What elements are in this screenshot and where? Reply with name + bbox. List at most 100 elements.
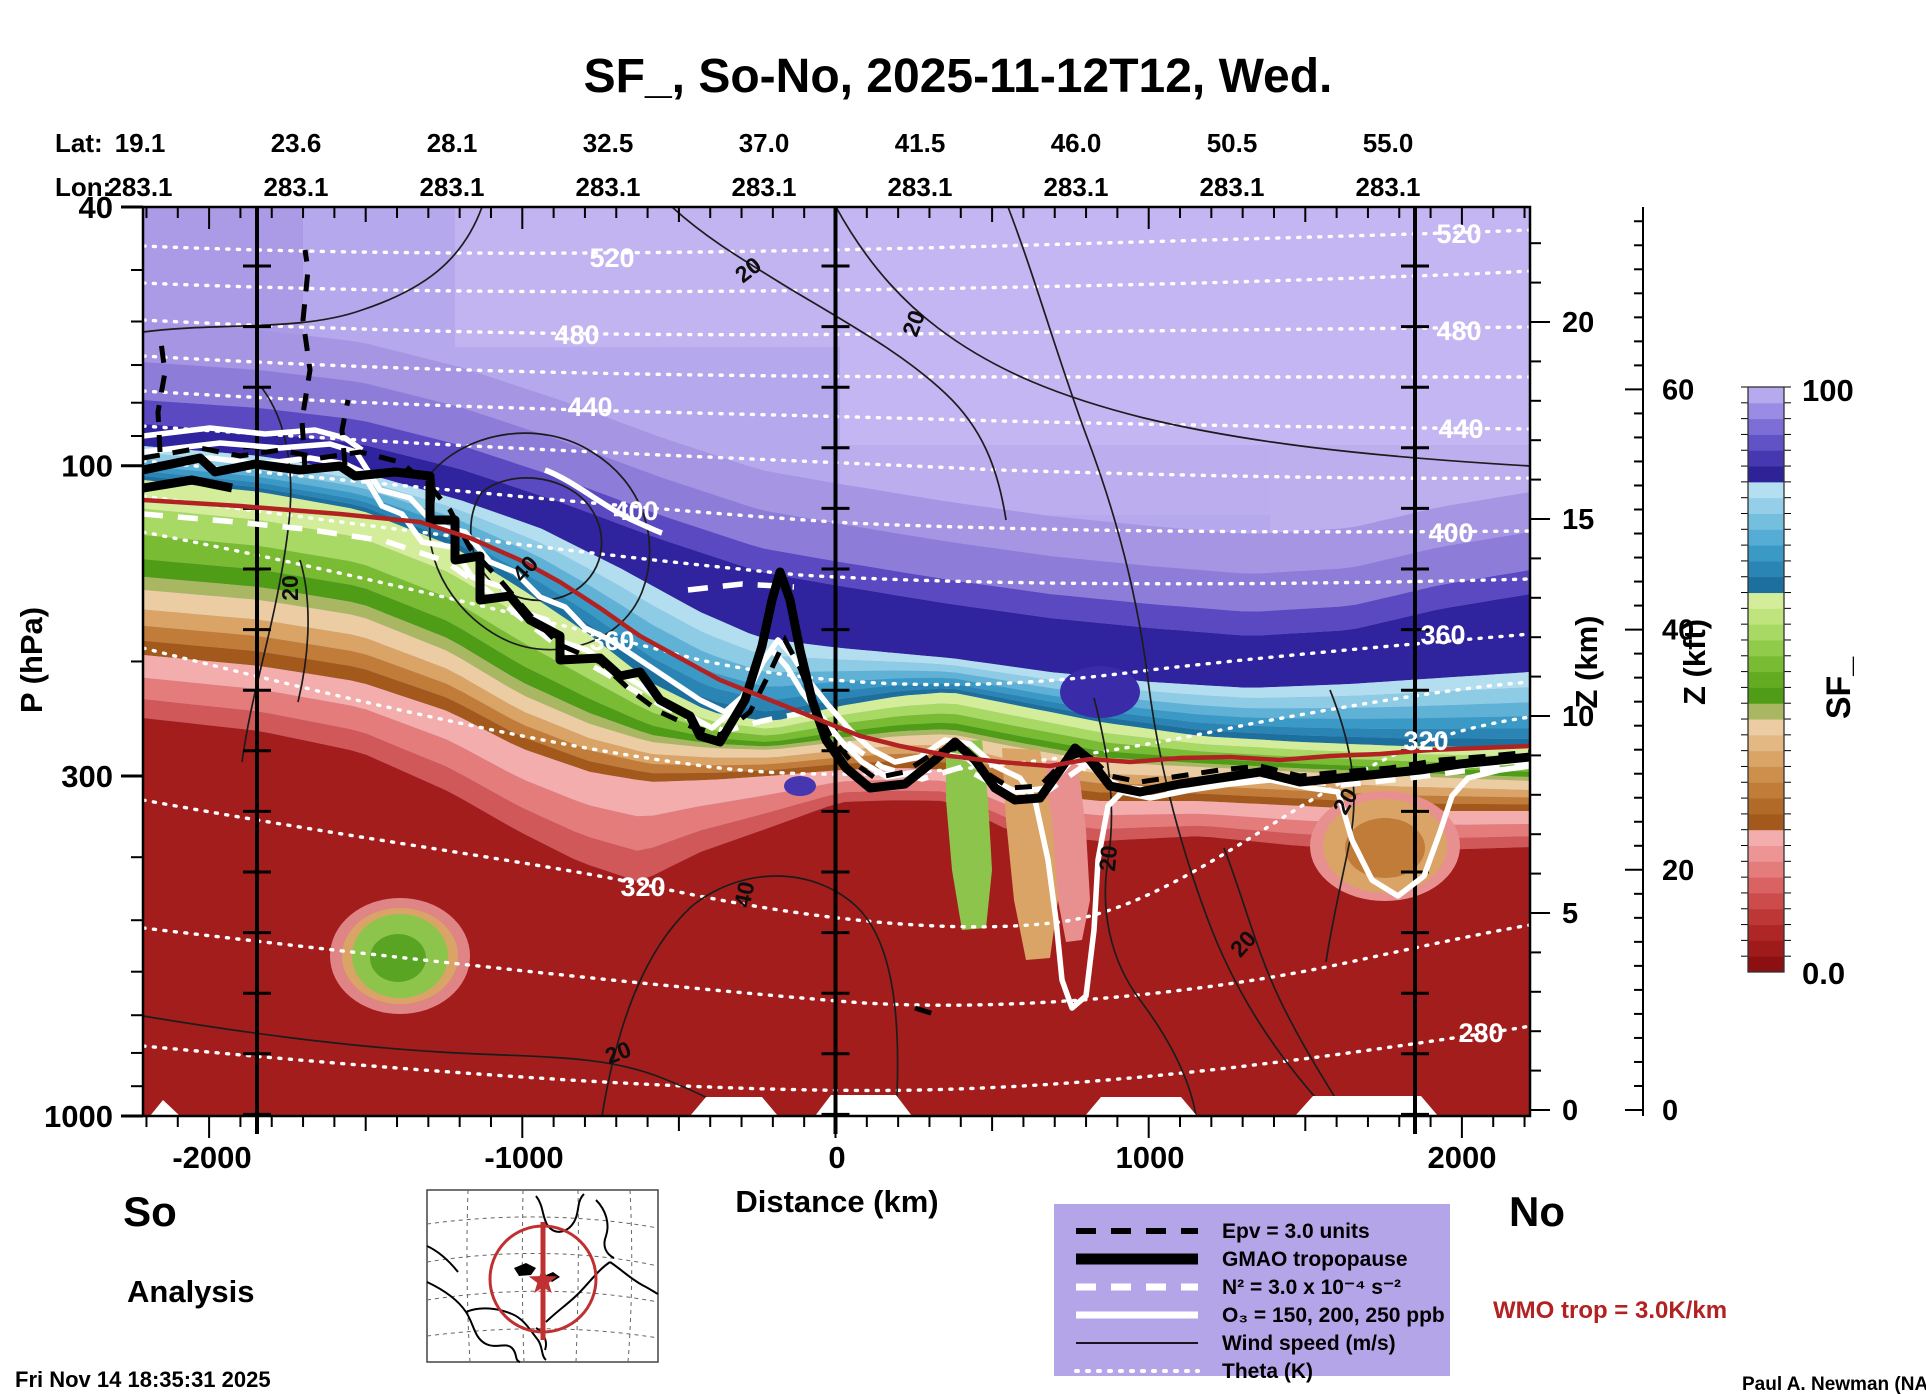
coastline	[609, 1261, 659, 1295]
axes	[121, 205, 1644, 1138]
lat-value: 41.5	[895, 128, 946, 158]
colorbar-cell	[1748, 798, 1784, 815]
terrain-notch	[690, 1097, 778, 1116]
green-blob-core	[370, 934, 426, 982]
colorbar-cell	[1748, 782, 1784, 799]
colorbar-cell	[1748, 703, 1784, 720]
legend: Epv = 3.0 units GMAO tropopause N² = 3.0 x…	[1054, 1204, 1450, 1383]
legend-entry-label: Wind speed (m/s)	[1222, 1332, 1396, 1355]
ozone-segment	[544, 467, 663, 536]
gmao-tropopause-fold	[143, 475, 233, 493]
tan-band	[143, 640, 1530, 811]
theta-contour-label: 520	[589, 243, 634, 273]
p-tick-label: 100	[61, 449, 113, 484]
waypoint-lines	[243, 207, 1429, 1134]
tan-band	[143, 609, 1530, 798]
colorbar-cell	[1748, 908, 1784, 926]
z-km-axis-title: Z (km)	[1569, 616, 1604, 709]
colorbar-cell	[1748, 766, 1784, 783]
p-tick-label: 40	[79, 190, 113, 225]
theta-340-line	[143, 646, 1530, 776]
legend-entry-label: O₃ = 150, 200, 250 ppb	[1222, 1304, 1445, 1327]
lavender-block	[455, 207, 840, 347]
gmao-tropopause-line	[143, 453, 1530, 805]
colorbar-cell	[1748, 545, 1784, 562]
theta-500-line	[143, 269, 1530, 294]
x-tick-label: 1000	[1116, 1140, 1185, 1175]
ozone-200-line	[143, 440, 1530, 1011]
great-lakes	[514, 1263, 536, 1276]
lat-value: 46.0	[1051, 128, 1102, 158]
colorbar-max-label: 100	[1802, 373, 1854, 408]
colorbar-cell	[1748, 560, 1784, 578]
epv-stray-dash	[914, 1005, 941, 1019]
legend-entry-label: GMAO tropopause	[1222, 1248, 1408, 1271]
colorbar-min-label: 0.0	[1802, 956, 1845, 991]
navy-speck	[784, 776, 816, 796]
wind-contour	[671, 207, 1007, 521]
graticule-line	[466, 1189, 471, 1363]
theta-380-line	[143, 494, 1530, 586]
theta-contour-label: 520	[1436, 219, 1481, 249]
figure-title: SF_, So-No, 2025-11-12T12, Wed.	[584, 50, 1333, 103]
theta-280-line	[143, 1024, 1530, 1093]
lon-value: 283.1	[263, 172, 328, 202]
wind-contour	[143, 1015, 733, 1116]
wind-contour	[601, 875, 899, 1116]
wind-contour	[835, 207, 1530, 467]
lat-value: 32.5	[583, 128, 634, 158]
theta-520-line	[143, 228, 1530, 255]
theta-contour-label: 400	[1428, 518, 1473, 548]
theta-contour-label: 480	[554, 320, 599, 350]
theta-contours	[143, 228, 1530, 1093]
colorbar-cell	[1748, 608, 1784, 625]
theta-360-line	[143, 530, 1530, 687]
graticule-line	[426, 1328, 659, 1339]
theta-480-line	[143, 318, 1530, 337]
navy-band	[143, 424, 1530, 688]
contour-labels: 520 480 440 400 360 320 520 480 440 400 360 320 280 2…	[277, 219, 1504, 1069]
pink-band	[143, 699, 1530, 882]
theta-420-line	[143, 424, 1530, 481]
lat-value: 55.0	[1363, 128, 1414, 158]
lon-value: 283.1	[575, 172, 640, 202]
colorbar	[1741, 386, 1791, 973]
colorbar-cell	[1748, 387, 1784, 404]
coastline	[426, 1245, 459, 1273]
colorbar-cell	[1748, 592, 1784, 609]
colorbar-cell	[1748, 513, 1784, 530]
green-band	[143, 535, 1530, 772]
z-km-tick-label: 15	[1562, 504, 1594, 536]
colorbar-cell	[1748, 402, 1784, 420]
terrain-notches	[150, 1095, 1438, 1116]
colorbar-cell	[1748, 892, 1784, 910]
wind-contour-label: 40	[729, 879, 760, 909]
colorbar-cell	[1748, 576, 1784, 594]
lon-value: 283.1	[731, 172, 796, 202]
colorbar-cell	[1748, 734, 1784, 752]
x-tick-label: -2000	[172, 1140, 251, 1175]
lat-value: 19.1	[115, 128, 166, 158]
theta-contour-label: 320	[1403, 726, 1448, 756]
terrain-notch	[150, 1100, 180, 1116]
z-km-tick-label: 10	[1562, 701, 1594, 733]
navy-band	[143, 400, 1530, 636]
theta-contour-label: 360	[589, 626, 634, 656]
lon-row-label: Lon:	[55, 172, 111, 202]
coastline	[545, 1261, 611, 1323]
theta-320-line	[143, 715, 1530, 929]
legend-entry-label: N² = 3.0 x 10⁻⁴ s⁻²	[1222, 1276, 1401, 1299]
theta-contour-label: 400	[613, 496, 658, 526]
tick-labels: 19.1 23.6 28.1 32.5 37.0 41.5 46.0 50.5 55.0 283.…	[44, 128, 1694, 1175]
z-km-tick-label: 0	[1562, 1095, 1578, 1127]
epv-spike	[155, 334, 168, 453]
colorbar-cell	[1748, 813, 1784, 831]
pink-band	[143, 655, 1530, 826]
colorbar-cell	[1748, 719, 1784, 736]
lon-value: 283.1	[419, 172, 484, 202]
p-tick-label: 1000	[44, 1099, 113, 1134]
colorbar-title: SF_	[1820, 656, 1858, 719]
z-kft-tick-label: 60	[1662, 374, 1694, 406]
